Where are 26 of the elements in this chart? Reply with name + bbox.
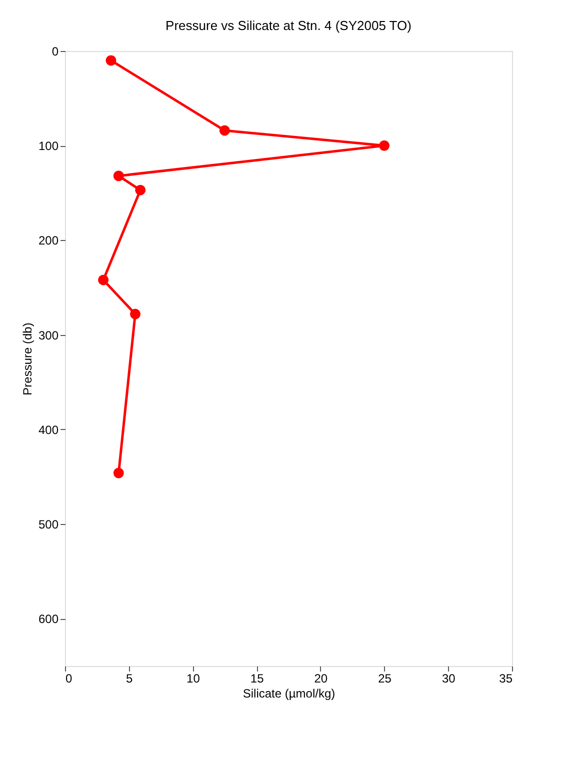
x-tick-label: 0 xyxy=(66,672,72,686)
x-tick-label: 10 xyxy=(186,672,200,686)
x-axis-title: Silicate (µmol/kg) xyxy=(242,686,336,700)
point xyxy=(130,308,140,320)
x-tick-label: 30 xyxy=(442,672,456,686)
point xyxy=(135,184,146,196)
point xyxy=(219,125,230,136)
point xyxy=(106,55,116,66)
y-tick-label: 600 xyxy=(38,612,59,626)
y-tick-label: 300 xyxy=(38,328,59,342)
point xyxy=(113,170,124,182)
point xyxy=(113,468,124,478)
x-tick-label: 15 xyxy=(250,672,264,686)
x-tick-label: 20 xyxy=(314,672,328,686)
y-tick-label: 0 xyxy=(52,44,59,58)
y-tick-label: 500 xyxy=(38,518,59,532)
x-tick-label: 25 xyxy=(378,672,392,686)
point xyxy=(98,274,109,286)
chart-title: Pressure vs Silicate at Stn. 4 (SY2005 TO) xyxy=(166,18,412,33)
x-tick-label: 5 xyxy=(126,672,134,686)
y-tick-label: 200 xyxy=(38,234,59,248)
x-tick-label: 35 xyxy=(499,672,513,686)
y-tick-label: 100 xyxy=(38,139,59,154)
y-tick-label: 400 xyxy=(38,422,59,437)
point xyxy=(379,140,390,151)
y-axis-title: Pressure (db) xyxy=(20,322,34,396)
